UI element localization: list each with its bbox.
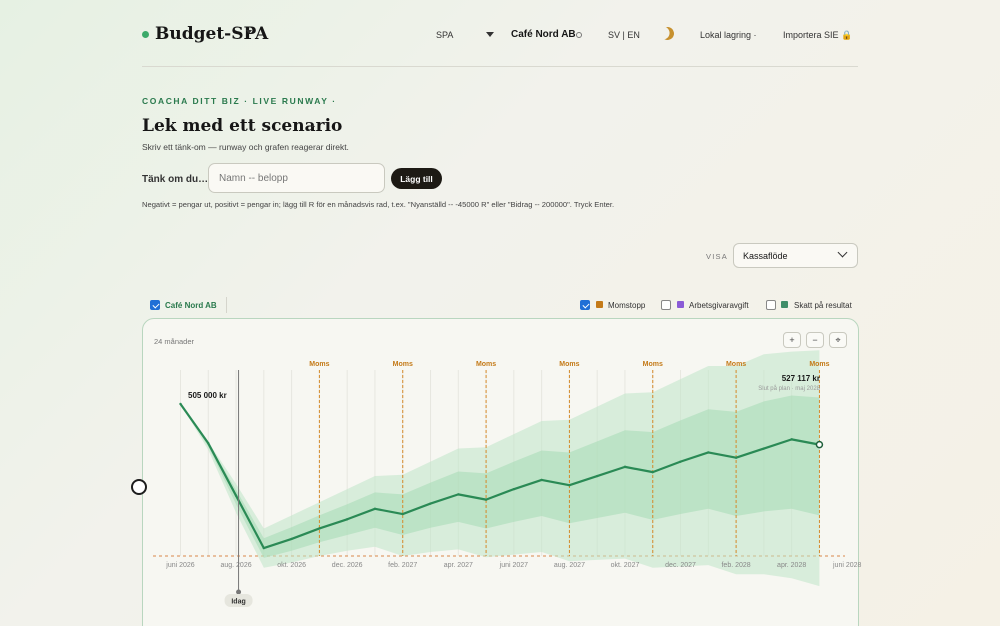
reset-view-icon[interactable]: ⌖ — [829, 332, 847, 348]
cashflow-point — [484, 498, 488, 501]
legend-momstopp-label: Momstopp — [608, 301, 646, 310]
cashflow-point — [512, 487, 516, 491]
momstopp-checkbox[interactable] — [580, 300, 590, 310]
x-tick-label: juni 2028 — [832, 562, 862, 569]
vat-marker-label: Moms — [726, 361, 746, 368]
legend-company-label: Café Nord AB — [165, 301, 217, 310]
page-title: Lek med ett scenario — [142, 116, 343, 136]
end-point — [815, 440, 824, 449]
legend-divider — [226, 297, 227, 313]
cashflow-point — [540, 478, 543, 482]
x-tick-label: apr. 2028 — [777, 562, 806, 569]
cashflow-point — [707, 451, 710, 454]
cashflow-point — [373, 507, 377, 510]
today-pill — [224, 594, 253, 607]
chart-range-label: 24 månader — [154, 337, 195, 346]
vat-marker-label: Moms — [559, 361, 579, 368]
x-tick-label: dec. 2026 — [332, 562, 363, 569]
header-divider — [142, 66, 858, 67]
cashflow-point — [790, 438, 793, 441]
start-value-label: 505 000 kr — [188, 391, 227, 400]
x-tick-label: feb. 2028 — [721, 562, 750, 569]
x-tick-label: feb. 2027 — [388, 562, 417, 569]
eyebrow: COACHA DITT BIZ · LIVE RUNWAY · — [142, 96, 337, 106]
cashflow-line — [179, 403, 820, 550]
cashflow-point — [651, 470, 654, 474]
cashflow-point — [179, 402, 182, 406]
cashflow-point — [429, 502, 432, 505]
legend-arbetsgivaravgift-label: Arbetsgivaravgift — [689, 301, 749, 310]
cashflow-point — [596, 474, 599, 478]
x-tick-label: juni 2027 — [499, 562, 529, 569]
vat-marker-label: Moms — [476, 361, 496, 368]
vat-marker-label: Moms — [309, 361, 329, 368]
x-tick-label: okt. 2026 — [277, 562, 306, 569]
cashflow-point — [290, 537, 293, 541]
today-label: Idag — [231, 599, 245, 606]
confidence-band-inner — [180, 395, 820, 558]
vat-marker-label: Moms — [393, 361, 413, 368]
zoom-in-button[interactable]: + — [783, 332, 801, 348]
cashflow-point — [345, 518, 349, 521]
momstopp-swatch — [596, 301, 603, 308]
cashflow-point — [762, 447, 766, 450]
page-subtitle: Skriv ett tänk-om — runway och grafen re… — [142, 142, 349, 152]
company-settings-icon[interactable] — [576, 32, 582, 38]
cashflow-point — [207, 442, 210, 445]
cashflow-point — [623, 465, 627, 469]
scenario-label: Tänk om du… — [142, 174, 209, 185]
cashflow-point — [262, 546, 266, 550]
scenario-input[interactable] — [208, 163, 385, 193]
cashflow-point — [401, 512, 404, 516]
brand-status-dot — [142, 31, 149, 38]
x-tick-label: juni 2026 — [165, 562, 195, 569]
skatt-checkbox[interactable] — [766, 300, 776, 310]
cashflow-point — [234, 494, 238, 497]
cashflow-point — [679, 460, 682, 463]
arbetsgivaravgift-checkbox[interactable] — [661, 300, 671, 310]
cashflow-point — [457, 493, 460, 496]
arbetsgivaravgift-swatch — [677, 301, 684, 308]
end-sublabel: Slut på plan · maj 2028 — [758, 385, 820, 392]
company-selector[interactable]: Café Nord AB — [511, 29, 576, 40]
x-tick-label: dec. 2027 — [665, 562, 696, 569]
nav-spa[interactable]: SPA — [436, 30, 454, 40]
brand-chevron-down-icon[interactable] — [246, 30, 252, 34]
view-select-value: Kassaflöde — [743, 251, 788, 261]
x-tick-label: aug. 2027 — [554, 562, 585, 569]
view-select[interactable] — [733, 243, 858, 268]
drag-handle[interactable] — [131, 479, 147, 495]
skatt-swatch — [781, 301, 788, 308]
today-dot — [236, 589, 242, 595]
scenario-hint: Negativt = pengar ut, positivt = pengar … — [142, 200, 615, 209]
x-tick-label: okt. 2027 — [611, 562, 640, 569]
x-tick-label: aug. 2026 — [220, 562, 251, 569]
import-sie-button[interactable]: Importera SIE 🔒 — [783, 30, 853, 40]
x-tick-label: apr. 2027 — [444, 562, 473, 569]
view-label: VISA — [706, 252, 728, 261]
vat-marker-label: Moms — [643, 361, 663, 368]
add-scenario-button[interactable]: Lägg till — [391, 168, 442, 189]
storage-menu[interactable]: Lokal lagring · — [700, 30, 757, 40]
legend-skatt-label: Skatt på resultat — [794, 301, 852, 310]
vat-marker-label: Moms — [809, 361, 829, 368]
zoom-out-button[interactable]: − — [806, 332, 824, 348]
language-switch[interactable]: SV | EN — [608, 30, 640, 40]
company-checkbox[interactable] — [150, 300, 160, 310]
cashflow-point — [734, 456, 738, 459]
end-value-label: 527 117 kr — [782, 374, 820, 383]
cashflow-point — [318, 527, 321, 530]
nav-spa-chevron-down-icon[interactable] — [486, 32, 494, 37]
brand-title[interactable]: Budget-SPA — [155, 24, 269, 44]
collapse-chevron-up-icon[interactable]: ⌃ — [310, 124, 317, 133]
cashflow-point — [568, 484, 571, 487]
